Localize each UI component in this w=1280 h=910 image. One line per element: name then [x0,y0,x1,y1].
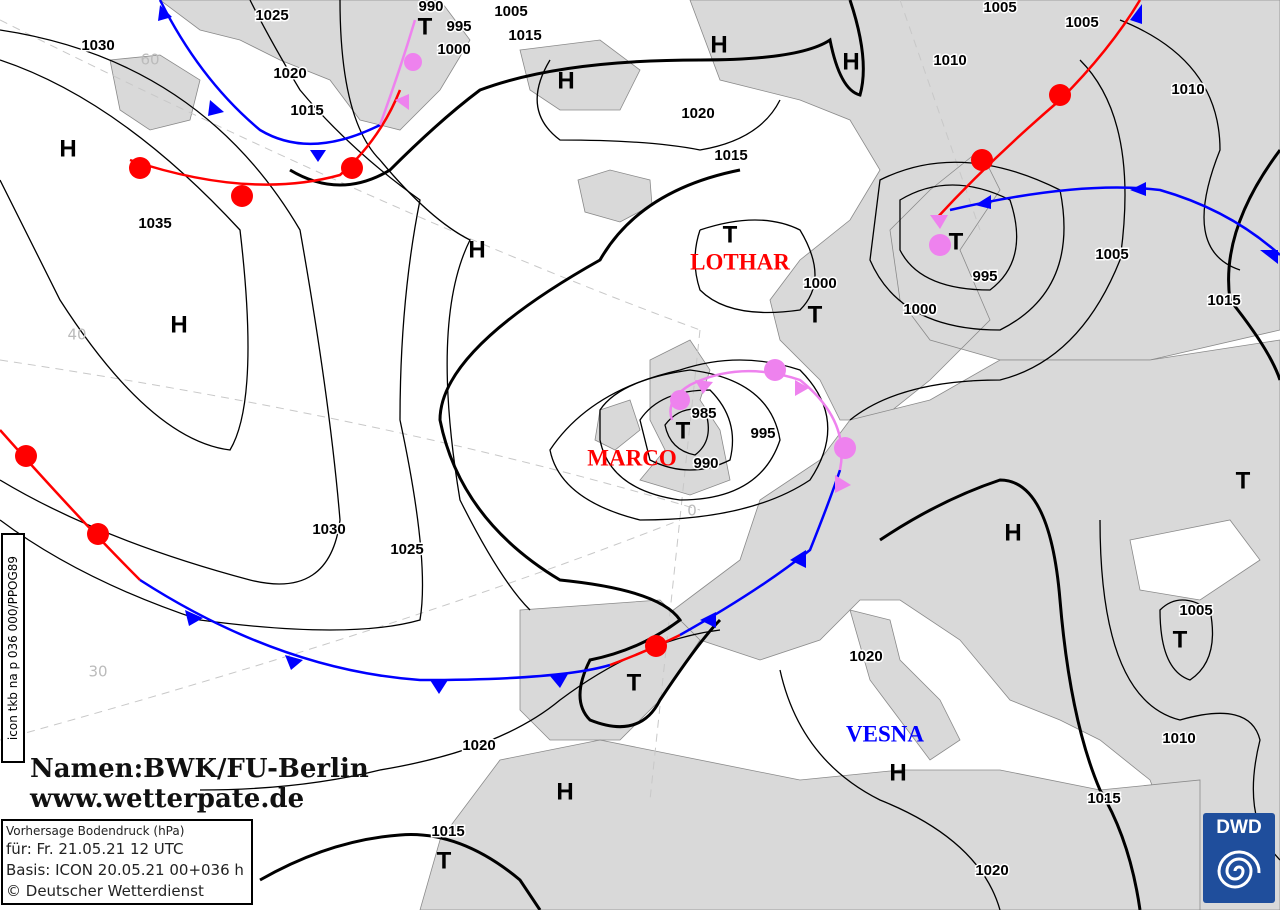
isobar-label: 1015 [1087,790,1120,807]
info-title: Vorhersage Bodendruck (hPa) [6,824,185,838]
product-code-box: icon tkb na p 036 000/PPOG89 [1,533,25,763]
low-pressure-marker: T [676,417,691,444]
isobar-label: 985 [691,405,716,422]
isobar-label: 1000 [903,301,936,318]
low-pressure-marker: T [808,301,823,328]
dwd-logo-text: DWD [1216,817,1262,838]
iberia [519,599,701,741]
product-code: icon tkb na p 036 000/PPOG89 [6,555,20,741]
black-sea [1129,519,1261,601]
system-name-vesna: VESNA [846,721,924,746]
isobar-label: 1030 [312,521,345,538]
isobar-label: 995 [750,425,775,442]
low-pressure-marker: T [1236,467,1251,494]
isobar-label: 1015 [1207,292,1240,309]
high-pressure-marker: H [557,67,574,94]
cold-front-symbols [158,4,1278,694]
isobar-label: 1005 [1065,14,1098,31]
spiral-icon [1217,850,1261,889]
system-names: LOTHAR MARCO VESNA [587,249,924,746]
high-pressure-marker: H [170,311,187,338]
svalbard [519,39,641,111]
cold-front-greenland [158,0,381,145]
info-box: Vorhersage Bodendruck (hPa) für: Fr. 21.… [1,819,253,905]
italy [849,609,961,761]
isobar-label: 1015 [714,147,747,164]
names-credit: Namen:BWK/FU-Berlin [30,754,369,784]
isobar-label: 995 [446,18,471,35]
info-valid-time: für: Fr. 21.05.21 12 UTC [6,840,184,858]
isobar-label: 1015 [431,823,464,840]
warm-front-symbols [15,84,1071,657]
lat-label: 30 [88,663,107,681]
africa [419,739,1201,910]
lat-label: 40 [67,326,86,344]
isobar-label: 1025 [255,7,288,24]
system-name-lothar: LOTHAR [690,249,790,274]
occlusion-symbols [395,53,951,493]
low-pressure-marker: T [627,669,642,696]
info-copyright: © Deutscher Wetterdienst [6,882,204,900]
isobar-label: 1010 [933,52,966,69]
high-pressure-marker: H [842,48,859,75]
fronts [0,0,1280,694]
cold-front-lothar [949,186,1280,256]
isobar-label: 1010 [1162,730,1195,747]
isobar-label: 990 [693,455,718,472]
british-isles [594,339,731,496]
system-name-marco: MARCO [587,445,676,470]
greenland-west [109,54,201,131]
low-pressure-marker: T [418,13,433,40]
isobar-label: 1000 [803,275,836,292]
landmasses [109,0,1280,910]
low-pressure-marker: T [1173,626,1188,653]
isobar-label: 990 [418,0,443,15]
low-pressure-marker: T [949,228,964,255]
warm-front-greenland [129,89,402,186]
latitude-labels: 60 40 30 0 [67,51,696,681]
isobar-label: 1035 [138,215,171,232]
isobar-label: 1020 [849,648,882,665]
scandinavia [689,0,1280,421]
high-pressure-marker: H [889,759,906,786]
isobar-label: 1020 [462,737,495,754]
graticule [0,0,981,801]
pressure-centers: H H H H H H H H H T T T T T T T T T [59,13,1250,874]
isobar-label: 1005 [983,0,1016,16]
high-pressure-marker: H [468,236,485,263]
info-basis: Basis: ICON 20.05.21 00+036 h [6,861,244,879]
isobar-label: 1015 [508,27,541,44]
high-pressure-marker: H [1004,519,1021,546]
greenland [159,0,471,131]
cold-front-marco [679,469,842,637]
high-pressure-marker: H [710,31,727,58]
isobar-label: 1005 [1095,246,1128,263]
isobar-label: 1030 [81,37,114,54]
cold-front-atlantic [139,578,611,682]
isobar-labels: 1025103010201015990995100010051015102010… [80,0,1242,880]
dwd-logo: DWD [1203,813,1275,903]
isobar-label: 1025 [390,541,423,558]
lat-label: 60 [140,51,159,69]
low-pressure-marker: T [723,221,738,248]
isobar-label: 995 [972,268,997,285]
isobar-label: 1020 [681,105,714,122]
lat-label: 0 [687,502,697,520]
website-credit: www.wetterpate.de [30,784,305,814]
isobar-label: 1015 [290,102,323,119]
isobar-label: 1020 [975,862,1008,879]
occlusion-greenland [378,19,417,126]
low-pressure-marker: T [437,847,452,874]
isobar-label: 1000 [437,41,470,58]
isobar-label: 1020 [273,65,306,82]
isobar-label: 1005 [494,3,527,20]
high-pressure-marker: H [556,778,573,805]
isobar-label: 1010 [1171,81,1204,98]
isobar-label: 1005 [1179,602,1212,619]
high-pressure-marker: H [59,135,76,162]
